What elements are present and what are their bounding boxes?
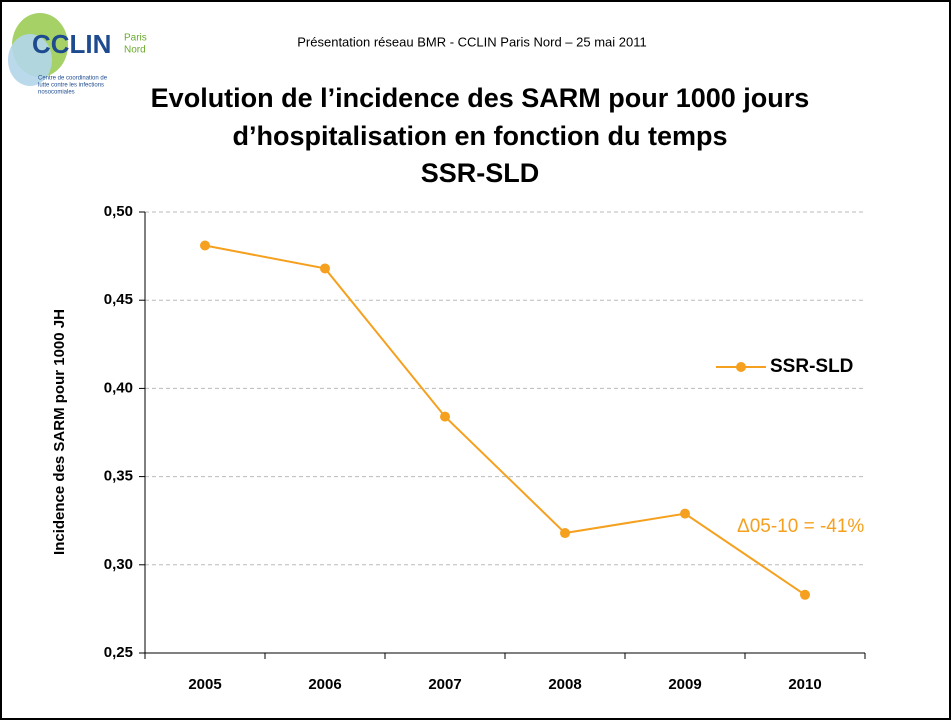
data-point	[200, 240, 210, 251]
annotation: Δ05-10 = -41%	[737, 516, 864, 537]
logo-tagline: Centre de coordination de	[38, 76, 108, 82]
data-point	[320, 263, 330, 274]
chart-title: d’hospitalisation en fonction du temps	[232, 121, 727, 151]
y-tick-label: 0,50	[104, 203, 133, 220]
legend-marker	[736, 362, 746, 372]
data-point	[680, 508, 690, 519]
chart-title: Evolution de l’incidence des SARM pour 1…	[151, 83, 810, 113]
data-point	[800, 589, 810, 600]
logo-region: Nord	[124, 45, 146, 56]
legend-label: SSR-SLD	[770, 356, 853, 377]
x-tick-label: 2008	[548, 676, 581, 693]
x-tick-label: 2009	[668, 676, 701, 693]
logo: CCLIN Paris Nord Centre de coordination …	[8, 13, 147, 96]
y-tick-label: 0,30	[104, 556, 133, 573]
series-line	[204, 244, 806, 596]
data-point	[440, 411, 450, 422]
logo-name: CCLIN	[32, 29, 111, 59]
y-tick-label: 0,45	[104, 291, 133, 308]
x-tick-label: 2007	[428, 676, 461, 693]
logo-region: Paris	[124, 33, 147, 44]
y-axis-label: Incidence des SARM pour 1000 JH	[51, 309, 68, 555]
y-tick-label: 0,35	[104, 468, 133, 485]
chart-title: SSR-SLD	[421, 158, 540, 188]
header: Présentation réseau BMR - CCLIN Paris No…	[297, 34, 646, 49]
y-tick-label: 0,25	[104, 644, 133, 661]
logo-tagline: lutte contre les infections	[38, 83, 104, 89]
x-tick-label: 2005	[188, 676, 221, 693]
x-tick-label: 2006	[308, 676, 341, 693]
logo-leaf	[8, 34, 52, 86]
data-point	[560, 528, 570, 539]
logo-tagline: nosocomiales	[38, 90, 75, 96]
y-tick-label: 0,40	[104, 379, 133, 396]
x-tick-label: 2010	[788, 676, 821, 693]
